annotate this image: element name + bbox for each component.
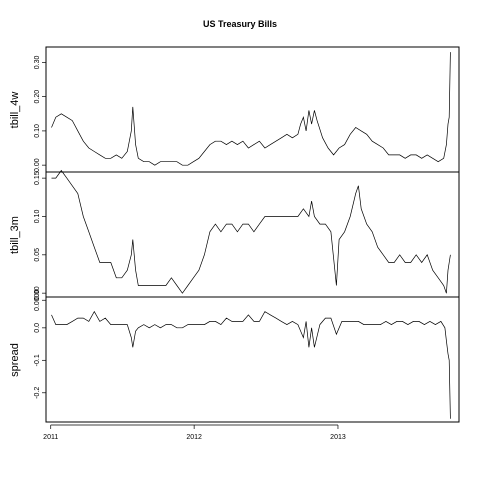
y-tick-label: 0.05 [34, 248, 41, 262]
y-axis-label: tbill_4w [9, 92, 21, 129]
y-tick-label: 0.00 [34, 286, 41, 300]
y-tick-label: 0.15 [34, 171, 41, 185]
y-tick-label: 0.00 [34, 158, 41, 172]
panel-tbill_4w: 0.00 0.10 0.20 0.30 tbill_4w [9, 46, 460, 173]
panel-frame [45, 171, 460, 298]
y-axis: -0.2 -0.1 0.0 0.0000 [34, 289, 46, 399]
panel-frame [45, 46, 460, 173]
series-line-spread [51, 310, 451, 419]
y-tick-label: 0.0000 [34, 289, 41, 311]
x-tick-label: 2013 [330, 434, 346, 441]
y-tick-label: -0.2 [34, 387, 41, 399]
chart-title: US Treasury Bills [203, 19, 277, 29]
y-tick-label: 0.0 [34, 323, 41, 333]
y-axis-label: tbill_3m [9, 216, 21, 254]
panel-tbill_3m: 0.00 0.05 0.10 0.15 tbill_3m [9, 169, 460, 300]
y-axis-label: spread [9, 343, 21, 377]
y-tick-label: -0.1 [34, 354, 41, 366]
y-tick-label: 0.30 [34, 55, 41, 69]
x-axis: 2011 2012 2013 [43, 424, 346, 441]
y-tick-label: 0.10 [34, 210, 41, 224]
y-tick-label: 0.10 [34, 124, 41, 138]
series-line-tbill_3m [51, 169, 451, 294]
x-tick-label: 2012 [186, 434, 202, 441]
series-line-tbill_4w [51, 52, 451, 166]
y-axis: 0.00 0.05 0.10 0.15 [34, 171, 46, 300]
x-tick-label: 2011 [43, 434, 58, 441]
y-tick-label: 0.20 [34, 90, 41, 104]
panel-frame [45, 296, 460, 423]
y-axis: 0.00 0.10 0.20 0.30 [34, 55, 46, 172]
panel-spread: -0.2 -0.1 0.0 0.0000 spread [9, 289, 460, 423]
